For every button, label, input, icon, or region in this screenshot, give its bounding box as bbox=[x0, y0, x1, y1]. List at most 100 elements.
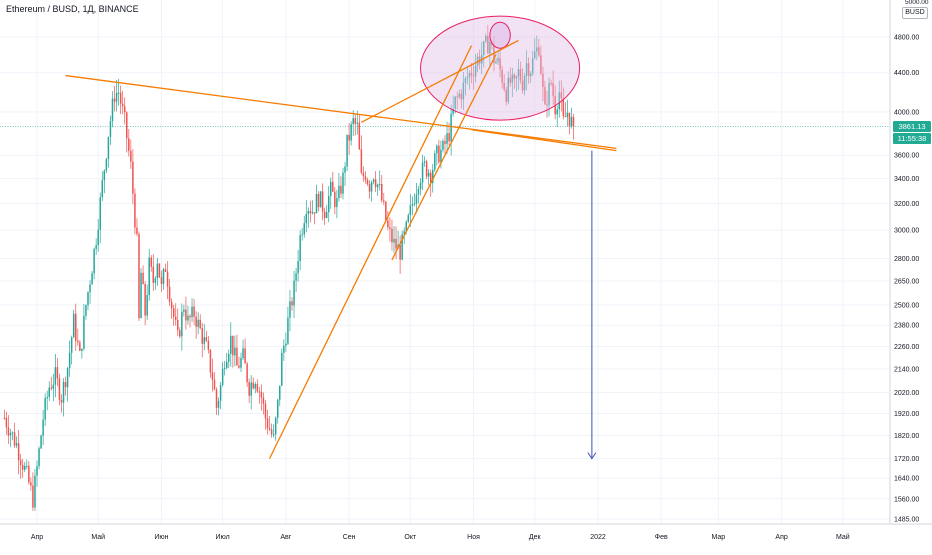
candle-body bbox=[24, 465, 26, 470]
candle-body bbox=[34, 475, 36, 508]
candle-body bbox=[46, 397, 48, 399]
candle-body bbox=[197, 319, 199, 327]
candle-body bbox=[115, 92, 118, 102]
time-axis-label: Апр bbox=[775, 534, 787, 541]
candle-body bbox=[262, 397, 265, 404]
candle-body bbox=[456, 96, 458, 98]
candle-body bbox=[297, 261, 299, 274]
candle-body bbox=[527, 63, 530, 77]
candle-body bbox=[97, 229, 99, 246]
candle-body bbox=[199, 319, 201, 329]
candle-body bbox=[466, 77, 469, 79]
candle-body bbox=[323, 211, 326, 218]
candle-body bbox=[189, 315, 191, 318]
candle-body bbox=[474, 65, 477, 77]
candle-body bbox=[240, 357, 242, 368]
candle-body bbox=[221, 368, 224, 386]
candle-body bbox=[352, 118, 354, 125]
candle-body bbox=[205, 337, 208, 341]
candle-body bbox=[407, 215, 410, 222]
resistance-trendline[interactable] bbox=[65, 74, 617, 150]
axis-layer[interactable]: 1485.00 1560.00 1640.00 1720.00 1820.00 1920.… bbox=[0, 0, 932, 541]
time-axis-label: Май bbox=[836, 533, 850, 541]
candle-countdown-tag: 11:55:38 bbox=[893, 133, 931, 144]
candle-body bbox=[517, 69, 520, 77]
candle-body bbox=[142, 272, 144, 285]
time-axis-label: Мар bbox=[712, 534, 726, 541]
candle-body bbox=[150, 257, 152, 267]
candle-body bbox=[250, 382, 252, 396]
candle-body bbox=[279, 385, 281, 400]
candle-body bbox=[385, 201, 387, 221]
candle-body bbox=[411, 204, 414, 206]
candle-body bbox=[454, 96, 456, 109]
chart-title: Ethereum / BUSD, 1Д, BINANCE bbox=[6, 4, 139, 14]
candle-body bbox=[223, 367, 226, 369]
candle-body bbox=[101, 180, 104, 198]
candle-body bbox=[546, 104, 548, 106]
candle-body bbox=[378, 184, 381, 186]
top-ellipse[interactable] bbox=[489, 21, 511, 49]
drawings-layer[interactable] bbox=[65, 15, 617, 460]
candle-body bbox=[544, 87, 546, 105]
candle-body bbox=[158, 263, 161, 278]
candle-body bbox=[468, 72, 471, 78]
candle-body bbox=[489, 41, 491, 54]
price-axis-label: 3600.00 bbox=[894, 153, 919, 160]
candle-body bbox=[191, 306, 193, 318]
candle-body bbox=[174, 316, 177, 320]
candle-body bbox=[519, 69, 522, 81]
candle-body bbox=[568, 112, 571, 126]
candle-body bbox=[99, 197, 101, 230]
candle-body bbox=[281, 352, 283, 386]
last-price-tag: 3861.13 bbox=[893, 121, 931, 132]
candle-body bbox=[509, 77, 512, 83]
candle-body bbox=[44, 398, 46, 420]
candle-body bbox=[3, 417, 6, 419]
candle-body bbox=[113, 98, 116, 102]
candle-body bbox=[395, 238, 397, 249]
candle-body bbox=[89, 284, 91, 293]
candle-body bbox=[562, 98, 565, 117]
candle-body bbox=[342, 172, 344, 194]
support-trendline[interactable] bbox=[268, 45, 473, 459]
candle-body bbox=[362, 172, 365, 177]
candle-body bbox=[56, 367, 59, 379]
candle-body bbox=[185, 309, 187, 321]
currency-badge[interactable]: BUSD bbox=[902, 7, 928, 19]
candle-body bbox=[140, 272, 142, 319]
candle-body bbox=[154, 278, 157, 283]
candle-body bbox=[415, 194, 418, 204]
candle-body bbox=[338, 185, 340, 199]
price-axis-label: 3200.00 bbox=[894, 201, 919, 208]
candle-body bbox=[144, 284, 146, 316]
candle-body bbox=[427, 172, 430, 177]
candle-body bbox=[211, 372, 214, 380]
candle-body bbox=[103, 170, 106, 181]
candle-body bbox=[28, 465, 30, 483]
candle-body bbox=[128, 138, 130, 151]
candle-body bbox=[434, 153, 436, 170]
candle-body bbox=[303, 223, 305, 235]
candle-body bbox=[513, 74, 516, 79]
candle-body bbox=[440, 149, 442, 163]
candle-body bbox=[274, 417, 277, 435]
price-axis-label: 1720.00 bbox=[894, 456, 919, 463]
candle-body bbox=[152, 266, 155, 283]
rising-trendline-1[interactable] bbox=[391, 54, 497, 261]
candle-body bbox=[13, 432, 16, 446]
candle-body bbox=[162, 269, 165, 284]
candle-body bbox=[340, 185, 342, 194]
candle-body bbox=[70, 337, 73, 353]
candle-body bbox=[446, 133, 448, 144]
candle-body bbox=[511, 74, 514, 83]
candle-body bbox=[360, 149, 363, 173]
candle-body bbox=[548, 82, 550, 106]
candle-body bbox=[356, 122, 359, 124]
price-axis-label: 4800.00 bbox=[894, 35, 919, 42]
rising-trendline-2[interactable] bbox=[361, 39, 519, 123]
head-ellipse[interactable] bbox=[420, 15, 581, 121]
neckline-trendline[interactable] bbox=[471, 129, 617, 152]
